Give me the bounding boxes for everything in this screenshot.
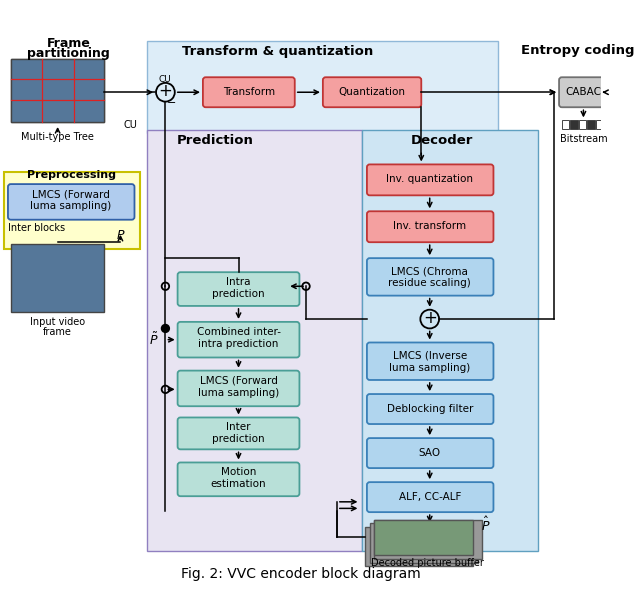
FancyBboxPatch shape [177, 322, 300, 357]
Text: CU: CU [124, 120, 137, 130]
Text: luma sampling): luma sampling) [30, 201, 111, 210]
Bar [579, 120, 586, 129]
Text: estimation: estimation [211, 479, 266, 489]
Text: Inter: Inter [227, 422, 251, 432]
Text: Frame: Frame [47, 37, 91, 50]
Text: partitioning: partitioning [28, 48, 110, 60]
Bar [587, 120, 595, 129]
FancyBboxPatch shape [323, 77, 421, 107]
Bar [562, 120, 570, 129]
Circle shape [162, 325, 169, 332]
Text: $\hat{P}$: $\hat{P}$ [481, 516, 491, 534]
Text: Inv. quantization: Inv. quantization [386, 174, 473, 184]
Text: SAO: SAO [419, 448, 441, 458]
FancyBboxPatch shape [177, 462, 300, 496]
Text: LMCS (Forward: LMCS (Forward [32, 189, 109, 199]
Text: ALF, CC-ALF: ALF, CC-ALF [399, 492, 461, 502]
Text: Input video: Input video [30, 317, 85, 327]
Text: Transform & quantization: Transform & quantization [182, 45, 374, 59]
Text: Combined inter-: Combined inter- [196, 327, 280, 337]
FancyBboxPatch shape [559, 77, 608, 107]
FancyBboxPatch shape [367, 482, 493, 512]
Text: residue scaling): residue scaling) [388, 278, 471, 289]
FancyBboxPatch shape [367, 394, 493, 424]
Text: Inter blocks: Inter blocks [8, 223, 65, 233]
Text: Inv. transform: Inv. transform [393, 221, 467, 231]
Bar [11, 244, 104, 312]
Text: Motion: Motion [221, 467, 256, 477]
FancyBboxPatch shape [203, 77, 295, 107]
Bar [147, 41, 498, 132]
Text: intra prediction: intra prediction [198, 339, 278, 350]
FancyBboxPatch shape [367, 258, 493, 296]
Bar [570, 120, 578, 129]
Bar [147, 130, 362, 551]
Text: prediction: prediction [212, 289, 265, 299]
FancyBboxPatch shape [367, 211, 493, 242]
Bar [11, 59, 104, 122]
Text: $P$: $P$ [116, 229, 125, 242]
Bar [365, 527, 473, 567]
Text: Intra: Intra [227, 276, 251, 287]
Text: CABAC: CABAC [565, 87, 602, 97]
Text: Decoded picture buffer: Decoded picture buffer [371, 558, 484, 568]
FancyBboxPatch shape [367, 342, 493, 380]
FancyBboxPatch shape [367, 165, 493, 195]
Text: frame: frame [43, 327, 72, 337]
FancyBboxPatch shape [177, 417, 300, 450]
Text: Entropy coding: Entropy coding [521, 43, 634, 57]
FancyBboxPatch shape [8, 184, 134, 220]
Text: +: + [159, 82, 172, 100]
Text: Decoder: Decoder [411, 134, 473, 148]
Text: Preprocessing: Preprocessing [27, 170, 116, 180]
Text: Quantization: Quantization [338, 87, 405, 97]
Bar [374, 520, 482, 559]
Bar [596, 120, 603, 129]
Text: $\tilde{P}$: $\tilde{P}$ [149, 331, 159, 348]
Text: luma sampling): luma sampling) [389, 363, 470, 373]
Text: CU: CU [158, 74, 171, 84]
Text: Deblocking filter: Deblocking filter [387, 404, 473, 414]
Text: −: − [167, 98, 177, 109]
Text: Prediction: Prediction [177, 134, 253, 148]
Text: LMCS (Inverse: LMCS (Inverse [392, 351, 467, 361]
Text: +: + [423, 309, 436, 327]
Text: Fig. 2: VVC encoder block diagram: Fig. 2: VVC encoder block diagram [181, 567, 421, 581]
Text: LMCS (Forward: LMCS (Forward [200, 376, 278, 386]
Bar [11, 59, 104, 122]
Text: Multi-type Tree: Multi-type Tree [21, 132, 94, 142]
Bar [370, 523, 477, 563]
FancyBboxPatch shape [367, 438, 493, 468]
Text: Bitstream: Bitstream [559, 134, 607, 144]
Text: luma sampling): luma sampling) [198, 388, 279, 398]
Bar [4, 172, 140, 249]
Text: Transform: Transform [223, 87, 275, 97]
Bar [374, 520, 473, 555]
FancyBboxPatch shape [177, 272, 300, 306]
Bar [362, 130, 538, 551]
Text: LMCS (Chroma: LMCS (Chroma [391, 266, 468, 276]
FancyBboxPatch shape [177, 371, 300, 406]
Text: prediction: prediction [212, 434, 265, 444]
